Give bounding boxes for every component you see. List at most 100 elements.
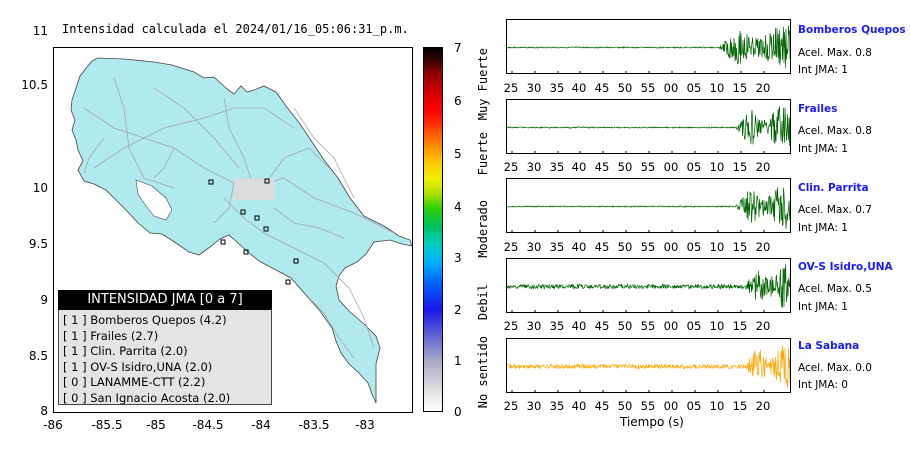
time-tick-label: 50	[617, 399, 633, 413]
time-tick-label: 15	[732, 81, 748, 95]
time-tick-label: 20	[755, 319, 771, 333]
time-tick-label: 00	[663, 319, 679, 333]
colorbar-tick-2: 2	[454, 303, 462, 317]
time-tick-label: 20	[755, 81, 771, 95]
station-name: La Sabana	[798, 340, 860, 352]
map-xtick-7: -83	[355, 418, 375, 432]
time-tick-label: 50	[617, 81, 633, 95]
waveform-time-ticks: 25 30 35 40 45 50 55 00 05 10 15 20	[503, 399, 791, 413]
colorbar-tick-0: 0	[454, 405, 462, 419]
map-title: Intensidad calculada el 2024/01/16_05:06…	[62, 22, 409, 36]
station-intensity: Int JMA: 1	[798, 64, 848, 76]
costa-rica-map	[70, 57, 412, 404]
time-tick-label: 40	[571, 399, 587, 413]
map-xtick-1: -86	[43, 418, 63, 432]
waveform-panel	[506, 258, 791, 313]
legend-header: INTENSIDAD JMA [0 a 7]	[58, 290, 272, 310]
time-tick-label: 10	[709, 81, 725, 95]
colorbar-label-muy-fuerte: Muy Fuerte	[476, 48, 490, 121]
legend-row: [ 0 ] LANAMME-CTT (2.2)	[63, 375, 206, 389]
map-xtick-6: -83.5	[298, 418, 330, 432]
station-name: Frailes	[798, 103, 838, 115]
waveform-time-ticks: 25 30 35 40 45 50 55 00 05 10 15 20	[504, 319, 791, 333]
time-tick-label: 05	[686, 319, 702, 333]
time-tick-label: 35	[549, 160, 565, 174]
time-tick-label: 45	[594, 240, 610, 254]
waveform-time-ticks: 25 30 35 40 45 50 55 00 05 10 15 20	[503, 160, 791, 174]
time-tick-label: 55	[640, 319, 656, 333]
time-tick-label: 50	[617, 240, 633, 254]
time-tick-label: 55	[640, 399, 656, 413]
time-tick-label: 55	[640, 160, 656, 174]
seismogram-line	[507, 106, 790, 146]
time-tick-label: 45	[594, 81, 610, 95]
time-tick-label: 20	[755, 399, 771, 413]
time-tick-label: 10	[709, 160, 725, 174]
waveform-time-ticks: 25 30 35 40 45 50 55 00 05 10 15 20	[503, 81, 791, 95]
station-intensity: Int JMA: 0	[798, 379, 848, 391]
time-axis-label: Tiempo (s)	[620, 415, 684, 429]
time-tick-label: 55	[640, 81, 656, 95]
waveform-trace	[507, 345, 790, 392]
colorbar-tick-1: 1	[454, 354, 462, 368]
colorbar-tick-5: 5	[454, 147, 462, 161]
map-xtick-2: -85.5	[91, 418, 123, 432]
waveform-panel	[506, 178, 791, 233]
map-ytick-5: 9	[40, 293, 48, 307]
time-tick-label: 25	[503, 81, 519, 95]
colorbar-label-no-sentido: No sentido	[476, 336, 490, 409]
colorbar-label-fuerte: Fuerte	[476, 132, 490, 176]
time-tick-label: 05	[686, 399, 702, 413]
colorbar-tick-4: 4	[454, 200, 462, 214]
time-tick-label: 10	[709, 240, 725, 254]
intensity-colorbar	[423, 47, 443, 412]
station-intensity: Int JMA: 1	[798, 301, 848, 313]
station-accel: Acel. Max. 0.8	[798, 125, 872, 137]
nicoya-gulf	[135, 179, 173, 221]
waveform-trace	[507, 106, 790, 153]
time-tick-label: 35	[549, 319, 565, 333]
station-intensity: Int JMA: 1	[798, 143, 848, 155]
station-accel: Acel. Max. 0.8	[798, 47, 872, 59]
time-tick-label: 30	[526, 399, 542, 413]
legend-row: [ 1 ] OV-S Isidro,UNA (2.0)	[63, 359, 213, 374]
map-ytick-2: 10.5	[21, 78, 48, 92]
time-tick-label: 10	[709, 319, 725, 333]
time-tick-label: 15	[732, 240, 748, 254]
time-tick-label: 30	[526, 81, 542, 95]
time-tick-label: 40	[571, 319, 587, 333]
seismogram-line	[507, 25, 790, 69]
time-tick-label: 15	[732, 160, 748, 174]
station-markers	[208, 178, 299, 285]
costa-rica-landmass	[70, 57, 412, 404]
city-cluster	[234, 178, 274, 200]
legend-row: [ 1 ] Bomberos Quepos (4.2)	[63, 313, 227, 327]
time-tick-label: 25	[503, 399, 519, 413]
time-tick-label: 25	[503, 160, 519, 174]
seismogram-line	[507, 187, 790, 229]
seismogram-line	[507, 345, 790, 388]
time-tick-label: 35	[549, 399, 565, 413]
waveform-panel	[506, 99, 791, 154]
waveform-panel	[506, 338, 791, 393]
time-tick-label: 40	[571, 240, 587, 254]
station-accel: Acel. Max. 0.5	[798, 283, 872, 295]
time-tick-label: 00	[663, 399, 679, 413]
map-xtick-4: -84.5	[192, 418, 224, 432]
legend-row: [ 1 ] Frailes (2.7)	[63, 328, 159, 343]
time-tick-label: 35	[549, 240, 565, 254]
colorbar-tick-7: 7	[454, 41, 462, 55]
map-ytick-3: 10	[32, 181, 48, 195]
time-tick-label: 20	[755, 160, 771, 174]
colorbar-label-moderado: Moderado	[476, 200, 490, 258]
time-tick-label: 30	[526, 240, 542, 254]
map-xtick-3: -85	[146, 418, 166, 432]
time-tick-label: 00	[663, 81, 679, 95]
station-name: OV-S Isidro,UNA	[798, 261, 893, 273]
seismogram-line	[507, 264, 790, 308]
time-tick-label: 50	[617, 319, 633, 333]
station-name: Bomberos Quepos	[798, 24, 906, 36]
waveform-trace	[507, 25, 790, 73]
colorbar-label-debil: Debil	[476, 284, 490, 321]
time-tick-label: 15	[732, 319, 748, 333]
